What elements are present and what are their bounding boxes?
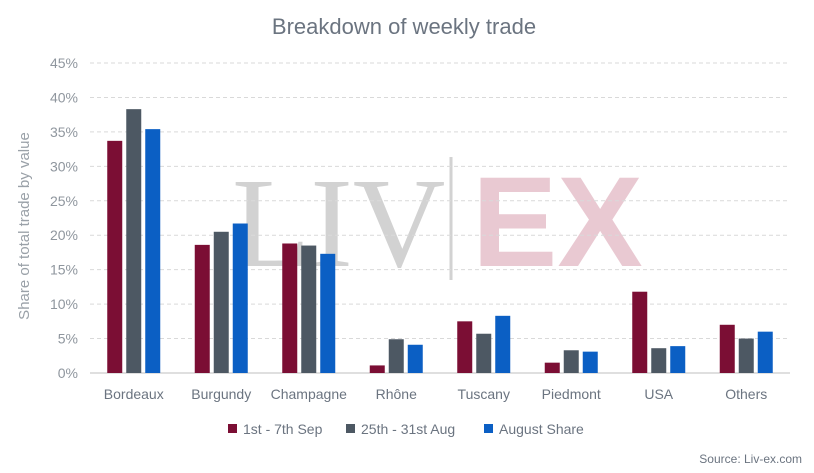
- bar: [738, 338, 754, 373]
- bar: [232, 223, 248, 373]
- x-category-label: Burgundy: [191, 386, 251, 402]
- bar: [651, 348, 667, 373]
- y-tick-label: 35%: [50, 124, 78, 140]
- bar: [145, 129, 161, 373]
- watermark-ex-text: EX: [472, 151, 643, 294]
- y-axis-label: Share of total trade by value: [16, 132, 33, 320]
- legend: 1st - 7th Sep 25th - 31st Aug August Share: [228, 421, 584, 437]
- x-category-label: Rhône: [376, 386, 417, 402]
- y-tick-label: 20%: [50, 227, 78, 243]
- legend-swatch: [346, 424, 355, 433]
- y-tick-label: 45%: [50, 55, 78, 71]
- bar: [194, 244, 210, 373]
- watermark-liv-text: LIV: [232, 152, 445, 294]
- bar: [757, 331, 773, 373]
- source-note: Source: Liv-ex.com: [699, 452, 802, 466]
- x-category-label: Bordeaux: [104, 386, 164, 402]
- bar: [563, 350, 579, 373]
- bar: [670, 346, 686, 373]
- x-axis-categories: Bordeaux Burgundy Champagne Rhône Tuscany Pie…: [104, 386, 767, 402]
- legend-swatch: [484, 424, 493, 433]
- bar: [213, 231, 229, 373]
- x-category-label: Others: [725, 386, 767, 402]
- bar: [107, 140, 123, 373]
- y-tick-label: 5%: [58, 331, 78, 347]
- x-category-label: Champagne: [271, 386, 347, 402]
- gridlines: [90, 62, 790, 374]
- x-category-label: USA: [644, 386, 673, 402]
- y-tick-label: 10%: [50, 296, 78, 312]
- bars: [107, 109, 773, 374]
- y-tick-label: 40%: [50, 89, 78, 105]
- y-tick-label: 30%: [50, 158, 78, 174]
- bar: [320, 253, 336, 373]
- legend-label: 25th - 31st Aug: [361, 421, 455, 437]
- bar: [301, 245, 317, 373]
- bar: [495, 315, 511, 373]
- legend-swatch: [228, 424, 237, 433]
- bar: [632, 291, 648, 373]
- bar: [582, 351, 598, 373]
- bar: [719, 324, 735, 373]
- bar: [369, 365, 385, 373]
- x-category-label: Tuscany: [458, 386, 510, 402]
- bar: [476, 333, 492, 373]
- liv-ex-watermark-logo: LIV EX: [232, 151, 643, 294]
- chart-title: Breakdown of weekly trade: [272, 14, 536, 39]
- bar: [388, 339, 404, 373]
- y-axis-ticks: 0% 5% 10% 15% 20% 25% 30% 35% 40% 45%: [50, 55, 78, 381]
- y-tick-label: 25%: [50, 193, 78, 209]
- bar: [457, 321, 473, 373]
- y-tick-label: 0%: [58, 365, 78, 381]
- bar: [544, 362, 560, 373]
- legend-label: 1st - 7th Sep: [243, 421, 323, 437]
- y-tick-label: 15%: [50, 262, 78, 278]
- bar: [282, 243, 298, 373]
- bar: [126, 109, 142, 374]
- bar: [407, 344, 423, 373]
- legend-label: August Share: [499, 421, 584, 437]
- x-category-label: Piedmont: [542, 386, 601, 402]
